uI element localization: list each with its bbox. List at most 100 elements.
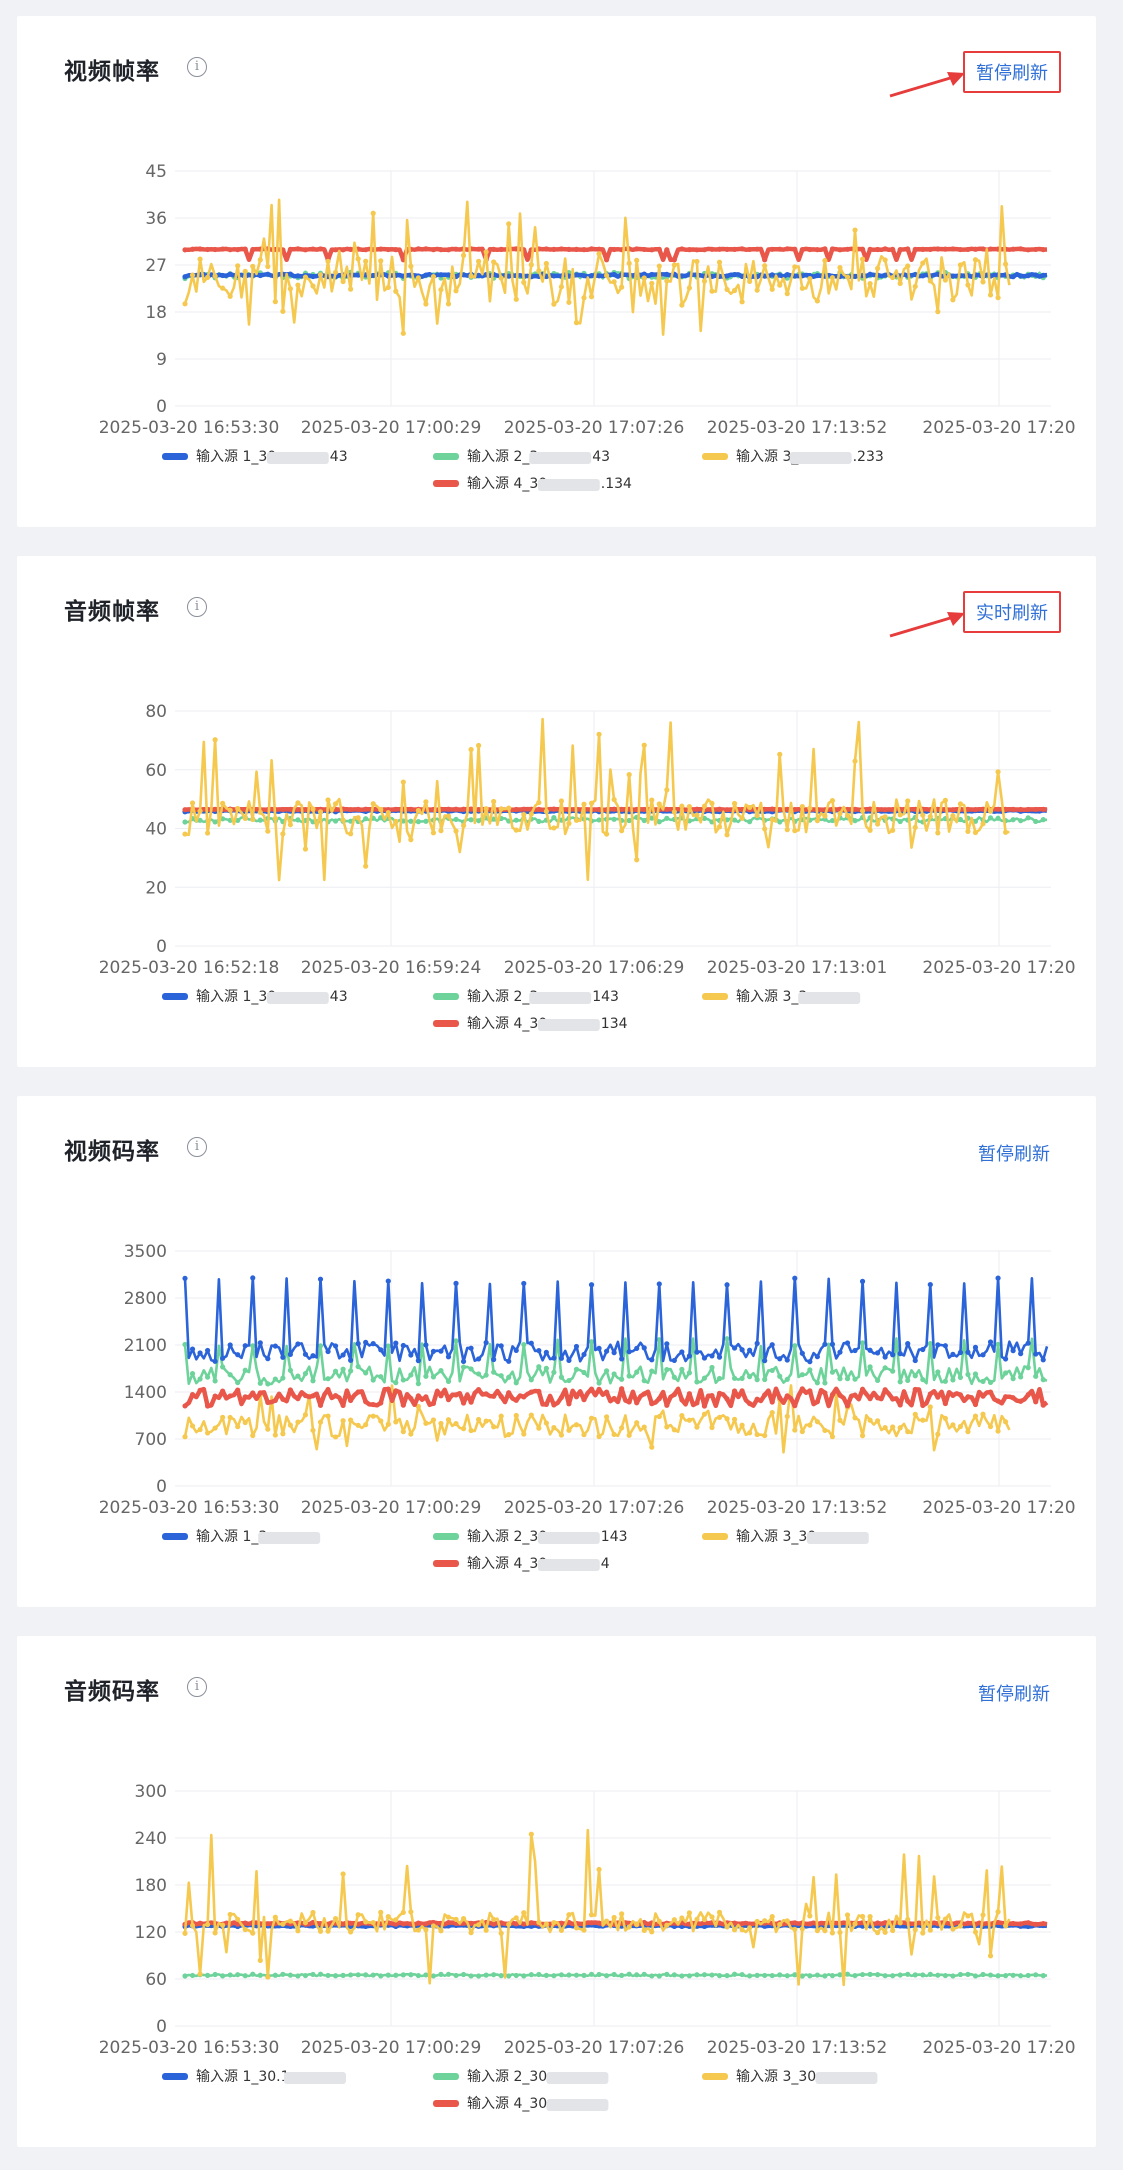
data-point (491, 1424, 497, 1430)
data-point (242, 1926, 248, 1933)
data-point (438, 828, 444, 834)
data-point (551, 1402, 557, 1408)
data-point (664, 271, 670, 278)
data-point (257, 1957, 263, 1963)
data-point (694, 1349, 700, 1355)
data-point (950, 1973, 956, 1979)
data-point (250, 1432, 256, 1439)
data-point (942, 797, 948, 803)
data-point (829, 798, 836, 804)
data-point (393, 288, 399, 294)
data-point (972, 1973, 979, 1979)
data-point (287, 1422, 293, 1428)
data-point (197, 808, 203, 814)
chart-card-video-fps: 视频帧率 i 暂停刷新 0 9 18 27 36 45 2025-03-20 16:53:3… (17, 16, 1096, 527)
legend-swatch (433, 993, 459, 1000)
info-icon[interactable]: i (187, 1137, 207, 1157)
data-point (588, 1339, 595, 1345)
data-point (867, 1396, 873, 1402)
data-point (302, 1392, 309, 1399)
data-point (769, 1342, 775, 1348)
data-point (438, 272, 444, 278)
data-point (250, 1343, 256, 1349)
legend-swatch (162, 993, 188, 1000)
data-point (558, 246, 565, 252)
data-point (649, 247, 655, 253)
data-point (566, 1357, 572, 1363)
data-point (844, 1912, 851, 1918)
data-point (468, 746, 474, 753)
data-point (686, 1370, 693, 1376)
data-point (423, 1420, 429, 1426)
data-point (1025, 815, 1031, 821)
data-point (731, 1927, 738, 1933)
data-point (543, 1401, 549, 1408)
data-point (920, 260, 926, 266)
legend-label: 输入源 3_30. (736, 2069, 821, 2085)
y-tick-label: 300 (135, 1782, 167, 1802)
data-point (250, 1930, 256, 1936)
data-point (197, 1920, 203, 1926)
data-point (340, 1352, 346, 1358)
info-icon[interactable]: i (187, 1677, 207, 1697)
data-point (1033, 818, 1039, 825)
data-point (558, 1394, 565, 1401)
data-point (859, 808, 866, 814)
data-point (769, 1409, 775, 1416)
data-point (777, 1395, 783, 1401)
data-point (957, 1392, 964, 1398)
data-point (762, 1392, 768, 1398)
data-point (189, 1346, 196, 1352)
x-tick-label: 2025-03-20 17:13:52 (707, 2038, 888, 2058)
data-point (912, 1411, 918, 1417)
data-point (453, 1338, 459, 1344)
data-point (603, 1348, 610, 1354)
data-point (197, 1971, 203, 1977)
data-point (393, 1917, 399, 1923)
info-icon[interactable]: i (187, 57, 207, 77)
data-point (340, 817, 346, 823)
pause-refresh-button[interactable]: 暂停刷新 (963, 51, 1061, 93)
data-point (588, 1971, 595, 1977)
data-point (995, 1973, 1001, 1979)
data-point (671, 1391, 677, 1398)
data-point (521, 1341, 527, 1348)
data-point (310, 273, 316, 280)
data-point (363, 1399, 369, 1405)
data-point (942, 1972, 948, 1979)
data-point (679, 1973, 685, 1979)
data-point (302, 1370, 309, 1377)
data-point (807, 1422, 813, 1428)
y-tick-label: 0 (156, 1477, 167, 1497)
annotation-arrow-icon (889, 612, 965, 638)
data-point (784, 1393, 790, 1399)
data-point (822, 1973, 828, 1979)
data-point (596, 246, 602, 252)
data-point (272, 1397, 278, 1404)
data-point (852, 1376, 858, 1382)
data-point (769, 806, 775, 812)
data-point (972, 1929, 979, 1935)
data-point (257, 809, 263, 815)
data-point (265, 1381, 271, 1387)
data-point (212, 1425, 218, 1431)
data-point (491, 246, 497, 252)
x-tick-label: 2025-03-20 17:13:01 (707, 958, 888, 978)
data-point (649, 1401, 655, 1407)
data-point (852, 227, 858, 233)
data-point (340, 278, 346, 285)
data-point (551, 1425, 557, 1431)
data-point (777, 1921, 783, 1928)
data-point (950, 246, 956, 252)
data-point (852, 806, 858, 812)
pause-refresh-button[interactable]: 暂停刷新 (978, 1144, 1050, 1165)
data-point (965, 1920, 971, 1926)
realtime-refresh-button[interactable]: 实时刷新 (963, 591, 1061, 633)
info-icon[interactable]: i (187, 597, 207, 617)
data-point (468, 1920, 474, 1926)
data-point (747, 1400, 753, 1407)
data-point (370, 1413, 376, 1419)
data-point (611, 816, 617, 822)
pause-refresh-button[interactable]: 暂停刷新 (978, 1684, 1050, 1705)
data-point (438, 1393, 444, 1399)
